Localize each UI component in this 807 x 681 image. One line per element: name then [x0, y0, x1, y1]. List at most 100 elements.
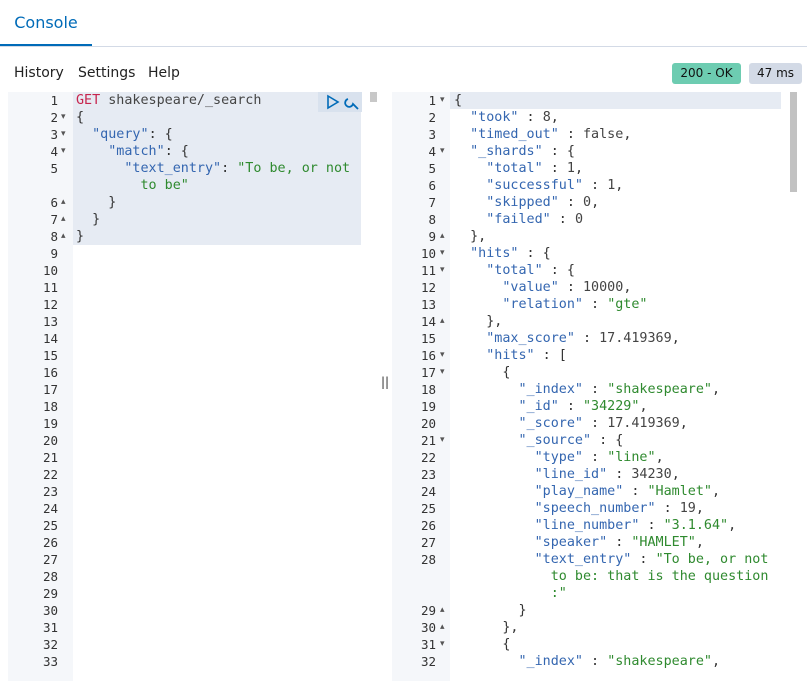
line-number: 10 — [420, 246, 436, 261]
code-line: to be" — [76, 177, 188, 194]
fold-toggle: ▾ — [440, 248, 445, 258]
token: { — [454, 365, 511, 380]
line-number: 11 — [420, 263, 436, 278]
token: : — [574, 331, 600, 346]
token: , — [623, 280, 632, 295]
line-number: 17 — [42, 382, 58, 397]
token: { — [454, 93, 463, 108]
line-number: 28 — [42, 569, 58, 584]
code-line: { — [76, 109, 84, 126]
token: : — [639, 518, 664, 533]
token: "line" — [607, 450, 656, 465]
token: "To be, or not — [237, 161, 351, 176]
line-number: 27 — [42, 552, 58, 567]
code-line: to be: that is the question — [454, 568, 769, 585]
line-number: 6 — [428, 178, 436, 193]
line-number: 11 — [42, 280, 58, 295]
line-number: 18 — [42, 399, 58, 414]
line-number: 8 — [50, 229, 58, 244]
code-line: GET shakespeare/_search — [76, 92, 261, 109]
token: : — [631, 552, 656, 567]
fold-toggle: ▾ — [440, 265, 445, 275]
token: "gte" — [607, 297, 648, 312]
token: "total" — [486, 161, 543, 176]
line-number: 30 — [42, 603, 58, 618]
token — [454, 467, 535, 482]
token: : — [583, 450, 608, 465]
line-number: 17 — [420, 365, 436, 380]
wrench-button[interactable] — [344, 98, 359, 110]
code-line: }, — [454, 619, 518, 636]
line-number: 7 — [50, 212, 58, 227]
request-gutter — [8, 92, 73, 681]
token: : — [558, 399, 583, 414]
code-line: "total" : { — [454, 262, 575, 279]
tab-console[interactable]: Console — [0, 0, 92, 46]
request-scrollbar — [370, 92, 377, 102]
token: "_score" — [518, 416, 584, 431]
code-line: "_index" : "shakespeare", — [454, 653, 721, 670]
code-line: "_score" : 17.419369, — [454, 415, 688, 432]
line-number: 14 — [42, 331, 58, 346]
code-line: "text_entry" : "To be, or not — [454, 551, 769, 568]
token: : — [221, 161, 238, 176]
token: , — [712, 382, 721, 397]
code-line: }, — [454, 313, 502, 330]
line-number: 18 — [420, 382, 436, 397]
line-number: 23 — [420, 467, 436, 482]
code-line: "type" : "line", — [454, 449, 664, 466]
token: "skipped" — [486, 195, 559, 210]
menu-history[interactable]: History — [14, 65, 64, 81]
line-number: 5 — [428, 161, 436, 176]
token: : — [550, 212, 575, 227]
token: "_shards" — [470, 144, 543, 159]
duration-badge: 47 ms — [749, 63, 802, 84]
code-line: "speaker" : "HAMLET", — [454, 534, 704, 551]
token: shakespeare/_search — [100, 93, 262, 108]
line-number: 25 — [42, 518, 58, 533]
menu-settings[interactable]: Settings — [78, 65, 136, 81]
fold-toggle: ▾ — [440, 367, 445, 377]
line-number: 21 — [420, 433, 436, 448]
resizer[interactable]: || — [381, 375, 390, 389]
line-number: 23 — [42, 484, 58, 499]
line-number: 13 — [42, 314, 58, 329]
fold-toggle: ▾ — [61, 112, 66, 122]
line-number: 1 — [428, 93, 436, 108]
code-line: "speech_number" : 19, — [454, 500, 704, 517]
code-line: "_source" : { — [454, 432, 624, 449]
line-number: 31 — [420, 637, 436, 652]
token: } — [76, 212, 101, 227]
code-line: "value" : 10000, — [454, 279, 631, 296]
code-line: } — [76, 194, 116, 211]
token — [454, 382, 519, 397]
line-number: 30 — [420, 620, 436, 635]
token: "To be, or not — [655, 552, 769, 567]
code-line: } — [76, 228, 84, 245]
tab-bar — [0, 0, 807, 47]
menu-help[interactable]: Help — [148, 65, 180, 81]
token: "relation" — [502, 297, 583, 312]
code-line: "line_number" : "3.1.64", — [454, 517, 737, 534]
code-line: "text_entry": "To be, or not — [76, 160, 350, 177]
fold-toggle: ▾ — [61, 146, 66, 156]
token — [454, 280, 502, 295]
run-button[interactable] — [327, 94, 340, 110]
fold-toggle: ▾ — [440, 95, 445, 105]
token: , — [712, 654, 721, 669]
response-scrollbar — [790, 92, 797, 192]
token: , — [728, 518, 737, 533]
token: : { — [542, 263, 575, 278]
line-number: 1 — [50, 93, 58, 108]
code-line: "play_name" : "Hamlet", — [454, 483, 720, 500]
token: "_id" — [518, 399, 559, 414]
token: : — [655, 501, 680, 516]
line-number: 29 — [420, 603, 436, 618]
token — [454, 348, 486, 363]
line-number: 7 — [428, 195, 436, 210]
token: }, — [454, 314, 503, 329]
line-number: 6 — [50, 195, 58, 210]
token: , — [574, 161, 583, 176]
line-number: 10 — [42, 263, 58, 278]
token — [454, 416, 519, 431]
